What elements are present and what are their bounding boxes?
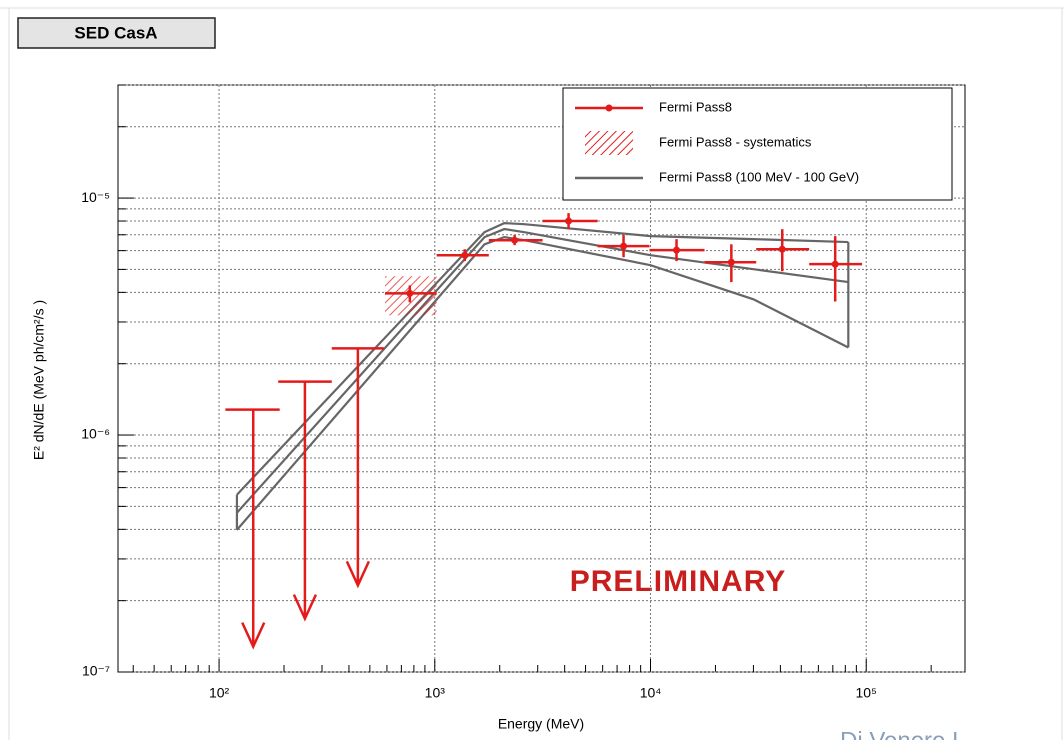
data-point (511, 236, 519, 244)
x-tick-label: 10³ (425, 685, 446, 701)
data-point (778, 245, 786, 253)
x-tick-label: 10⁵ (856, 685, 877, 701)
legend-label: Fermi Pass8 (659, 99, 732, 114)
model-band-lower (236, 236, 849, 531)
title-box (17, 17, 216, 49)
legend-label: Fermi Pass8 - systematics (659, 134, 812, 149)
data-point (461, 251, 469, 259)
data-point (620, 242, 628, 250)
upper-limit-arrow (292, 381, 318, 622)
x-tick-label: 10² (209, 685, 230, 701)
y-tick-label: 10⁻⁶ (81, 426, 110, 442)
preliminary-annotation: PRELIMINARY (570, 565, 787, 598)
data-point (831, 260, 839, 268)
data-point (727, 258, 735, 266)
plot-frame (117, 84, 966, 673)
data-point (406, 289, 414, 297)
legend-label: Fermi Pass8 (100 MeV - 100 GeV) (659, 169, 859, 184)
upper-limit-arrow (241, 409, 266, 650)
x-axis-label: Energy (MeV) (498, 716, 584, 732)
data-point (565, 217, 573, 225)
x-tick-label: 10⁴ (640, 685, 662, 701)
upper-limit-arrow (345, 348, 371, 589)
y-tick-label: 10⁻⁵ (81, 189, 110, 205)
author-credit: Di Venere L (840, 727, 965, 740)
data-point (673, 246, 681, 254)
legend-symbol (605, 104, 613, 112)
y-tick-label: 10⁻⁷ (82, 663, 110, 679)
y-axis-label: E² dN/dE (MeV ph/cm²/s ) (31, 300, 47, 460)
legend-symbol (585, 131, 633, 155)
model-band-center (236, 227, 849, 514)
model-band-upper (236, 221, 849, 496)
chart-title: SED CasA (74, 23, 157, 42)
